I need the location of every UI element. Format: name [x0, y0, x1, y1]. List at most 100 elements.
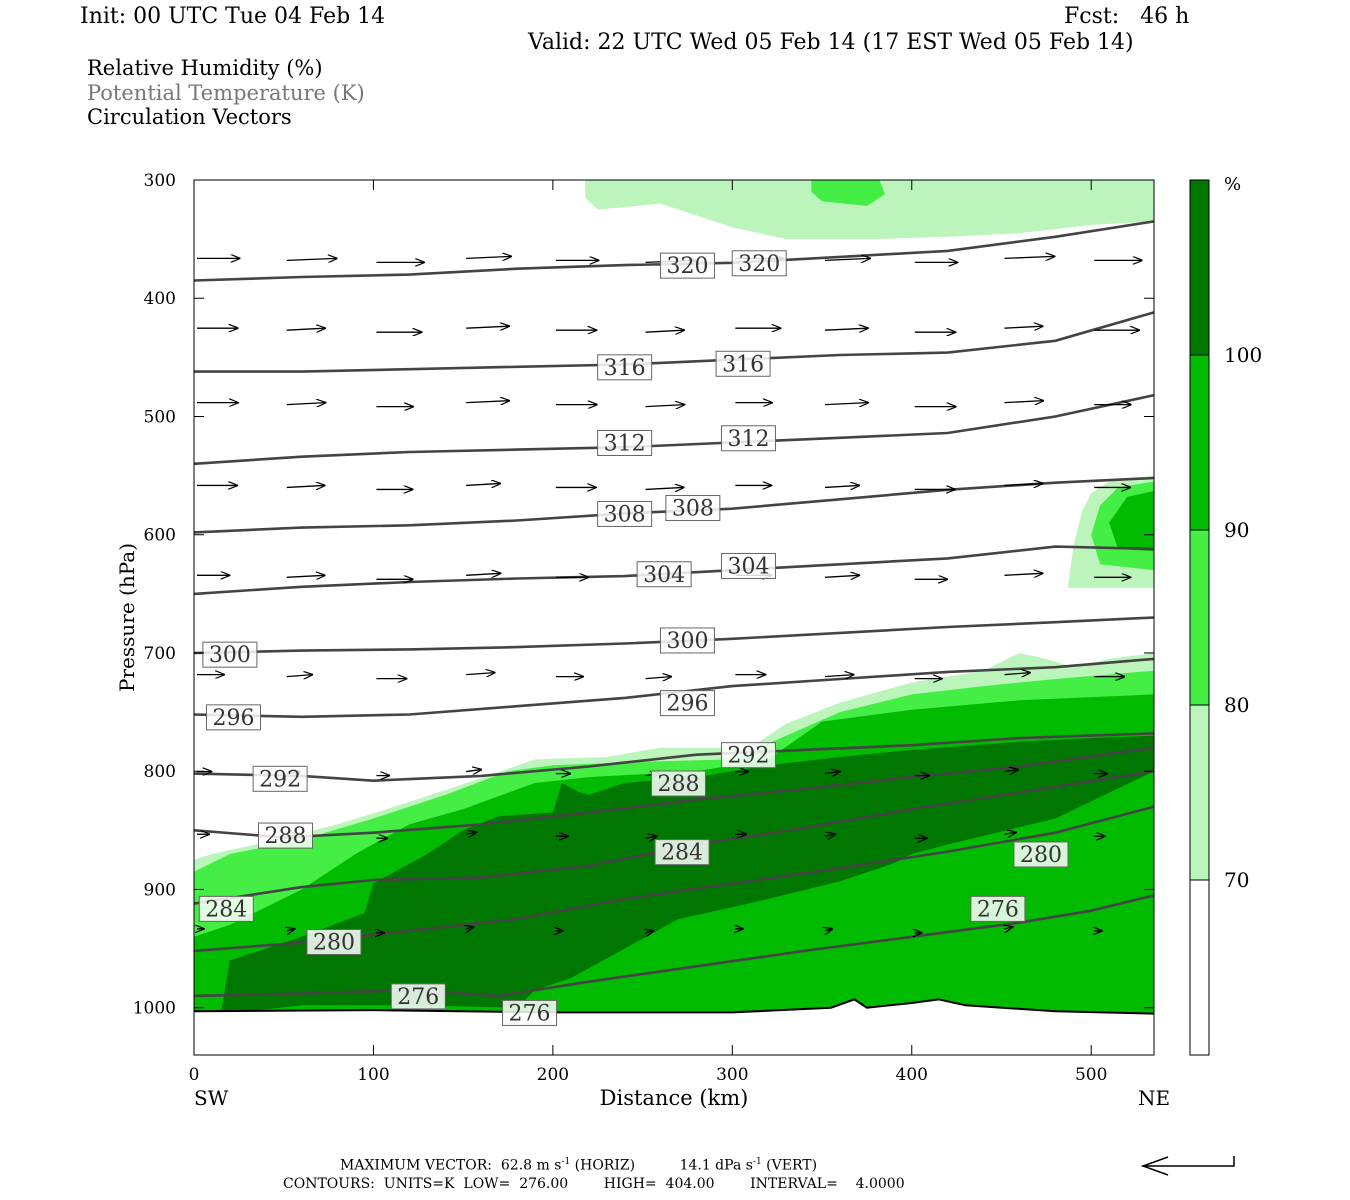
theta-300-label: 300	[209, 643, 251, 668]
vector-arrow	[824, 485, 859, 487]
contours-info: CONTOURS: UNITS=K LOW= 276.00 HIGH= 404.…	[283, 1176, 905, 1192]
x-tick-label: 500	[1075, 1065, 1107, 1085]
theta-304-label: 304	[727, 554, 769, 579]
theta-320-label-box	[731, 250, 787, 277]
colorbar-label: 100	[1224, 343, 1262, 367]
y-tick-label: 500	[144, 407, 176, 427]
vector-arrow	[824, 675, 854, 677]
max-vector-info: MAXIMUM VECTOR: 62.8 m s-1 (HORIZ) 14.1 …	[340, 1157, 818, 1174]
vector-arrow	[825, 258, 870, 260]
theta-288-line	[194, 746, 1154, 839]
x-tick-label: 100	[357, 1065, 389, 1085]
legend-potential-temperature: Potential Temperature (K)	[87, 81, 365, 105]
y-tick-label: 400	[144, 289, 176, 309]
theta-292-line	[194, 732, 1154, 783]
vector-arrow	[466, 673, 495, 675]
theta-276-label: 276	[397, 985, 439, 1010]
x-end-label-ne: NE	[1138, 1086, 1170, 1110]
theta-316-label: 316	[604, 356, 646, 381]
theta-296-label-box	[659, 690, 715, 717]
vector-arrow	[646, 931, 654, 933]
x-end-label-sw: SW	[194, 1086, 229, 1110]
valid-time: Valid: 22 UTC Wed 05 Feb 14 (17 EST Wed …	[528, 30, 1134, 55]
theta-300-label-box	[202, 641, 258, 668]
legend-circulation-vectors: Circulation Vectors	[87, 105, 292, 129]
y-tick-label: 300	[144, 171, 176, 191]
theta-292-label: 292	[727, 744, 769, 769]
colorbar-segment	[1189, 529, 1210, 706]
theta-280-label: 280	[1020, 843, 1062, 868]
vector-arrow	[466, 256, 511, 258]
vector-arrow	[824, 834, 835, 836]
vector-arrow	[466, 832, 476, 834]
y-tick-label: 900	[144, 880, 176, 900]
y-tick-label: 600	[144, 526, 176, 546]
theta-308-label-box	[597, 500, 653, 527]
vector-arrow	[825, 929, 832, 931]
vector-arrow	[286, 258, 337, 260]
vector-arrow	[466, 483, 500, 485]
theta-316-label-box	[597, 354, 653, 381]
theta-276-label-box	[970, 895, 1026, 922]
theta-284-label-box	[654, 839, 710, 866]
colorbar-segment	[1189, 354, 1210, 531]
init-time: Init: 00 UTC Tue 04 Feb 14	[80, 4, 386, 29]
x-tick-label: 0	[189, 1065, 200, 1085]
vector-arrow	[1004, 770, 1018, 772]
colorbar-unit: %	[1224, 174, 1241, 195]
vector-arrow	[824, 575, 859, 577]
vector-arrow	[286, 675, 313, 677]
vector-arrow	[466, 573, 500, 575]
vector-arrow	[825, 328, 868, 330]
vector-arrow	[645, 677, 672, 679]
vector-arrow	[466, 326, 509, 328]
theta-288-label-box	[650, 770, 706, 797]
vector-arrow	[286, 403, 326, 405]
vector-arrow	[286, 575, 325, 577]
vector-arrow	[824, 772, 840, 774]
theta-292-label-box	[252, 765, 308, 792]
theta-276-line	[194, 894, 1154, 998]
theta-288-label-box	[258, 822, 314, 849]
theta-284-label-box	[198, 895, 254, 922]
theta-308-label: 308	[672, 497, 714, 522]
vector-arrow	[466, 927, 473, 929]
theta-304-label: 304	[643, 563, 685, 588]
colorbar-label: 70	[1224, 868, 1249, 892]
rh-100-low	[220, 735, 1154, 1014]
vector-arrow	[1004, 401, 1043, 403]
theta-280-label-box	[306, 928, 362, 955]
rh-70-80-upper	[585, 180, 1154, 240]
theta-312-label: 312	[727, 427, 769, 452]
theta-300-label-box	[659, 627, 715, 654]
theta-276-label-box	[502, 999, 558, 1026]
theta-contours	[194, 220, 1154, 998]
vector-arrow	[1004, 927, 1012, 929]
circulation-vectors	[197, 256, 1142, 932]
vector-arrow	[1004, 326, 1042, 328]
theta-308-label-box	[665, 495, 721, 522]
theta-280-label: 280	[313, 930, 355, 955]
y-tick-label: 800	[144, 762, 176, 782]
theta-296-label-box	[205, 704, 261, 731]
rh-80-90-upper	[811, 180, 885, 206]
forecast-hour: Fcst: 46 h	[1064, 4, 1190, 29]
theta-308-label: 308	[604, 502, 646, 527]
theta-304-label-box	[720, 552, 776, 579]
x-axis-label: Distance (km)	[600, 1086, 749, 1110]
colorbar-segment	[1189, 179, 1210, 356]
vector-arrow	[466, 401, 509, 403]
theta-320-label: 320	[666, 254, 708, 279]
y-tick-label: 1000	[133, 999, 176, 1019]
vector-arrow	[286, 328, 325, 330]
legend-relative-humidity: Relative Humidity (%)	[87, 56, 323, 80]
colorbar: % 100 90 80 70	[1189, 174, 1262, 1056]
vector-arrow	[825, 403, 868, 405]
theta-300-label: 300	[666, 629, 708, 654]
colorbar-segment	[1189, 879, 1210, 1056]
y-axis-label: Pressure (hPa)	[115, 543, 139, 692]
rh-90-100-mid	[1109, 491, 1154, 552]
below-ground-mask	[194, 999, 1154, 1055]
theta-320-label: 320	[738, 252, 780, 277]
